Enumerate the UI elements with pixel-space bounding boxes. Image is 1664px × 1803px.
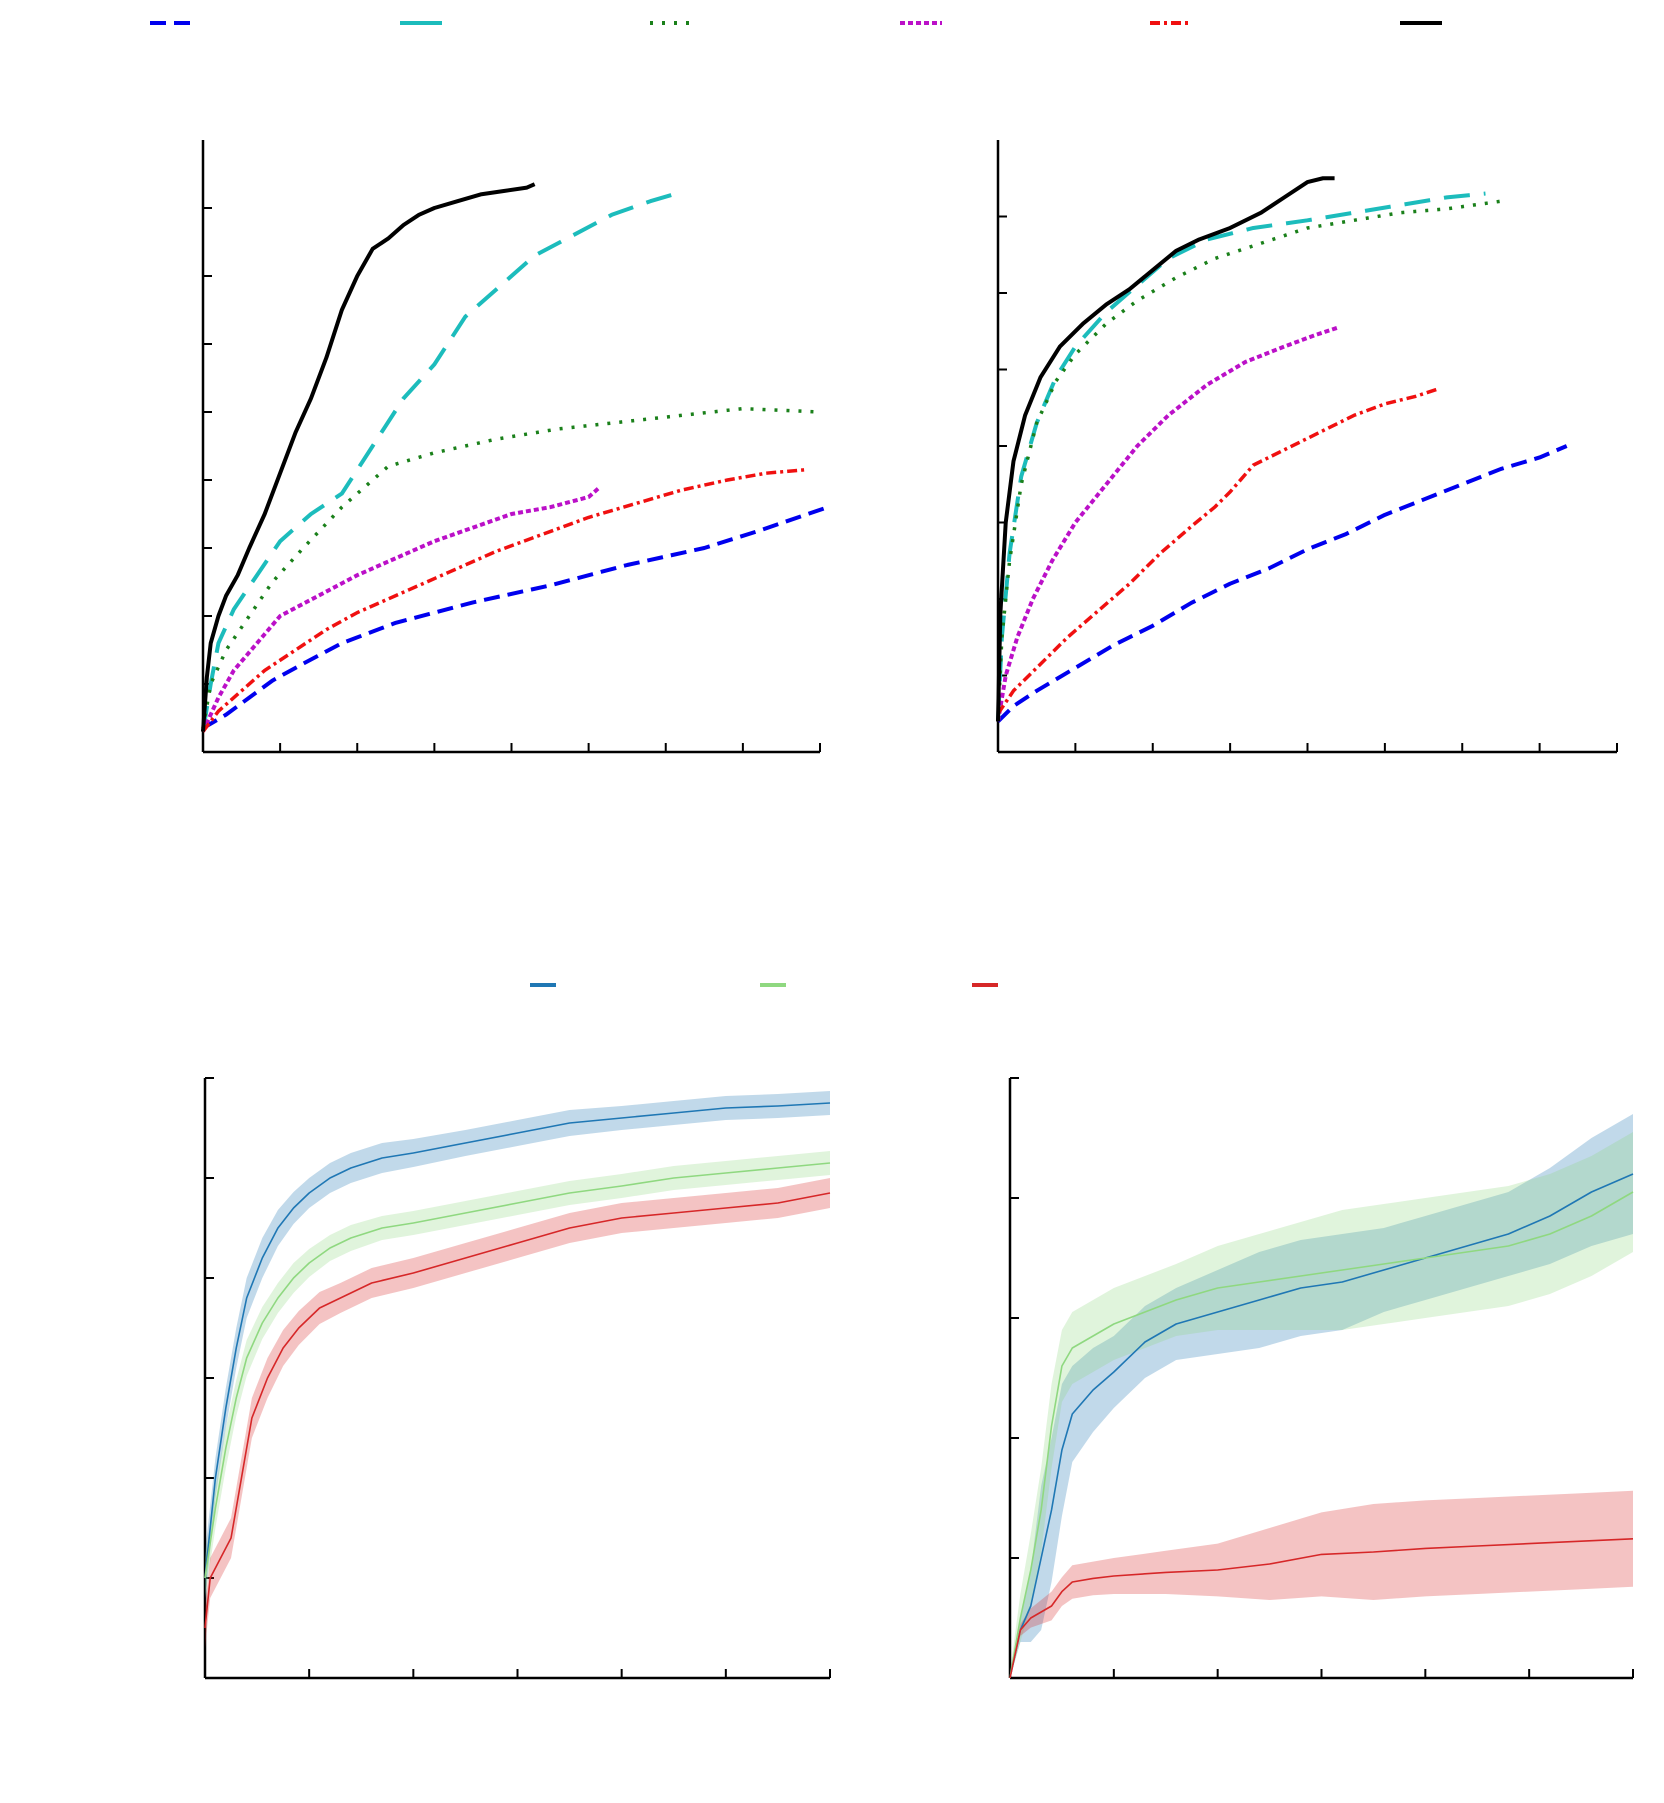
series-line-line_red (1009, 1538, 1634, 1679)
series-line-blue_dashed (996, 444, 1568, 723)
chart-top-right (996, 140, 1618, 754)
series-line-black_solid (996, 176, 1335, 722)
series-line-line_blue (1009, 1173, 1634, 1679)
series-line-black_solid (201, 182, 536, 732)
chart-bottom-right (1008, 1077, 1634, 1680)
series-line-blue_dashed (201, 505, 829, 730)
series-line-green_dotted (996, 199, 1502, 722)
series-line-magenta_dotted (201, 485, 602, 733)
chart-top-left (201, 140, 829, 754)
series-line-red_dashdot (201, 468, 805, 733)
series-line-cyan_dashed (996, 191, 1486, 722)
series-band-line_green (1010, 1132, 1633, 1678)
series-line-red_dashdot (996, 386, 1440, 715)
series-line-green_dotted (201, 406, 821, 729)
series-band-line_red (205, 1178, 830, 1648)
series-band-line_red (1010, 1490, 1633, 1678)
series-line-line_green (204, 1162, 831, 1579)
series-line-line_green (1009, 1191, 1634, 1679)
series-line-magenta_dotted (996, 325, 1340, 722)
chart-bottom-left (203, 1077, 831, 1680)
series-band-line_blue (1010, 1114, 1633, 1678)
series-line-line_blue (204, 1102, 831, 1579)
series-line-line_red (204, 1192, 831, 1629)
series-line-cyan_dashed (201, 192, 675, 732)
